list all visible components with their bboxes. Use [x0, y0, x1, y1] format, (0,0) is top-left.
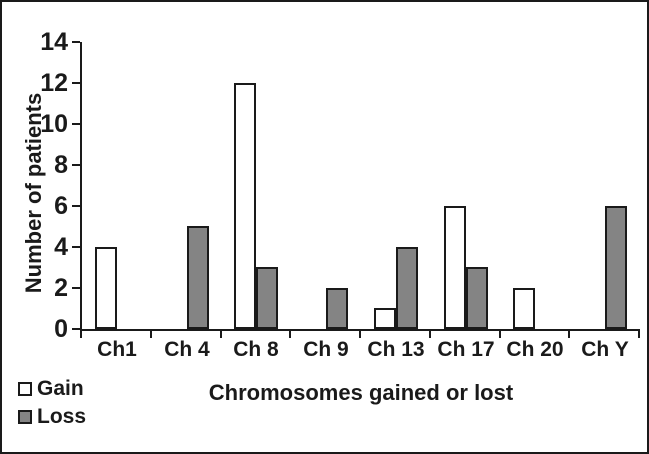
bar-loss-ch8	[256, 267, 278, 329]
y-tick	[72, 328, 80, 330]
x-axis-label-ch8: Ch 8	[233, 338, 279, 361]
legend-item-loss: Loss	[18, 403, 86, 431]
bar-gain-ch13	[374, 308, 396, 329]
y-tick-label: 14	[40, 28, 68, 56]
x-axis-label-ch17: Ch 17	[437, 338, 495, 361]
y-tick-label: 6	[54, 192, 68, 220]
x-axis-label-ch9: Ch 9	[303, 338, 349, 361]
y-tick	[72, 41, 80, 43]
x-tick	[80, 331, 82, 338]
y-tick-label: 0	[54, 315, 68, 343]
x-tick	[429, 331, 431, 338]
legend-label-gain: Gain	[37, 377, 84, 400]
x-axis-title: Chromosomes gained or lost	[208, 380, 514, 405]
y-tick	[72, 164, 80, 166]
x-axis-label-ch4: Ch 4	[164, 338, 210, 361]
x-axis-label-ch20: Ch 20	[506, 338, 564, 361]
bar-gain-ch8	[234, 83, 256, 329]
y-tick-label: 8	[54, 151, 68, 179]
legend: Gain Loss	[18, 375, 86, 431]
x-tick	[150, 331, 152, 338]
bar-gain-ch20	[513, 288, 535, 329]
y-tick	[72, 82, 80, 84]
x-axis-label-chy: Ch Y	[581, 338, 629, 361]
y-axis-title: Number of patients	[21, 92, 46, 294]
x-tick	[220, 331, 222, 338]
loss-swatch-icon	[18, 410, 32, 424]
y-tick	[72, 246, 80, 248]
bar-gain-ch1	[95, 247, 117, 329]
y-tick	[72, 287, 80, 289]
legend-label-loss: Loss	[37, 405, 87, 428]
y-axis-line	[80, 42, 82, 331]
x-axis-label-ch1: Ch1	[97, 338, 137, 361]
x-tick	[499, 331, 501, 338]
x-tick	[638, 331, 640, 338]
y-tick-label: 2	[54, 274, 68, 302]
gain-swatch-icon	[18, 382, 32, 396]
bar-loss-ch13	[396, 247, 418, 329]
bar-loss-ch9	[326, 288, 348, 329]
y-tick-label: 10	[40, 110, 68, 138]
x-axis-line	[80, 329, 640, 331]
bar-loss-ch17	[466, 267, 488, 329]
bar-gain-ch17	[444, 206, 466, 329]
x-tick	[568, 331, 570, 338]
legend-item-gain: Gain	[18, 375, 86, 403]
bar-loss-chy	[605, 206, 627, 329]
bar-loss-ch4	[187, 226, 209, 329]
x-axis-label-ch13: Ch 13	[367, 338, 425, 361]
y-tick-label: 12	[40, 69, 68, 97]
y-tick	[72, 205, 80, 207]
x-tick	[289, 331, 291, 338]
y-tick-label: 4	[54, 233, 68, 261]
x-tick	[359, 331, 361, 338]
y-tick	[72, 123, 80, 125]
